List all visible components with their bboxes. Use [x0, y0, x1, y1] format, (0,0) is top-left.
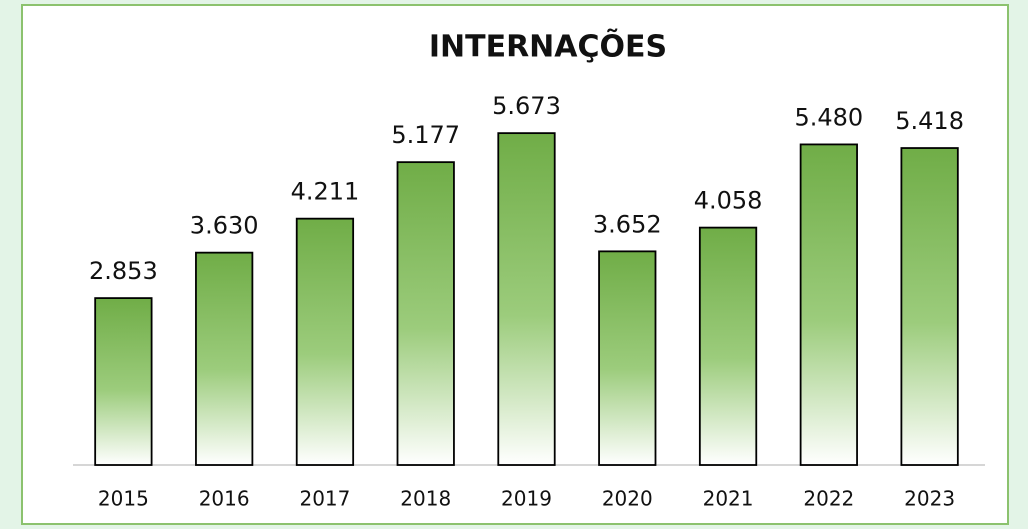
bar: [94, 297, 153, 466]
bar: [598, 250, 657, 466]
bar: [799, 143, 858, 466]
chart-title: INTERNAÇÕES: [429, 28, 667, 65]
bar: [497, 132, 556, 466]
x-tick-label: 2019: [501, 487, 552, 511]
x-tick-label: 2015: [98, 487, 149, 511]
x-tick-label: 2021: [703, 487, 754, 511]
bar: [900, 147, 959, 466]
data-label: 2.853: [89, 257, 158, 285]
data-label: 5.673: [492, 92, 561, 120]
bar: [698, 226, 758, 466]
x-tick-label: 2022: [803, 487, 854, 511]
data-label: 5.177: [391, 121, 460, 149]
bar: [295, 217, 355, 466]
x-tick-label: 2017: [299, 487, 350, 511]
data-label: 3.630: [190, 212, 259, 240]
x-tick-label: 2020: [602, 487, 653, 511]
data-label: 3.652: [593, 210, 662, 238]
data-label: 5.418: [895, 107, 964, 135]
data-label: 4.058: [694, 187, 763, 215]
bar: [396, 161, 455, 466]
x-tick-label: 2018: [400, 487, 451, 511]
x-tick-label: 2023: [904, 487, 955, 511]
data-label: 5.480: [794, 103, 863, 131]
x-tick-label: 2016: [199, 487, 250, 511]
bar: [195, 251, 254, 466]
data-label: 4.211: [291, 178, 360, 206]
